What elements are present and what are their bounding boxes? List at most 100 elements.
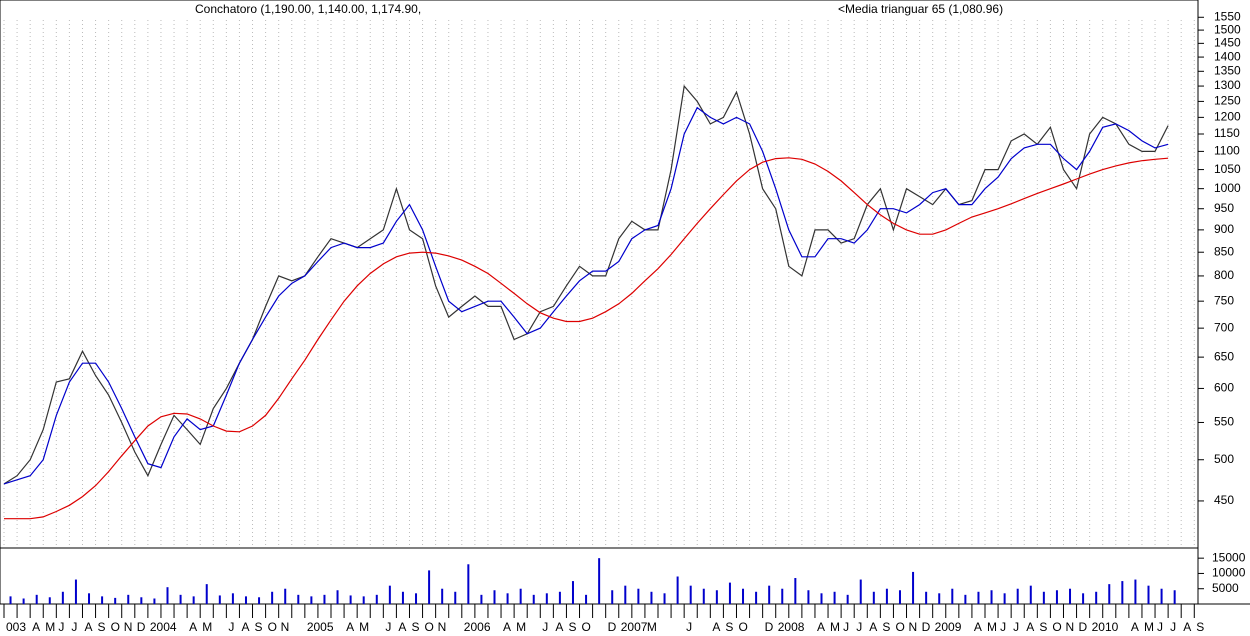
y-tick-label: 650 <box>1214 349 1234 363</box>
volume-bar <box>1108 584 1111 604</box>
x-tick-label: 2006 <box>464 620 491 634</box>
volume-bar <box>349 595 352 604</box>
x-tick-label: N <box>281 620 290 634</box>
x-tick-label: D <box>137 620 146 634</box>
volume-bar <box>48 597 51 604</box>
volume-bar <box>1016 588 1019 604</box>
volume-bar <box>401 591 404 604</box>
volume-bar <box>493 590 496 604</box>
volume-bar <box>912 571 915 604</box>
y-tick-label: 1500 <box>1214 22 1241 36</box>
volume-bar <box>506 593 509 604</box>
volume-bar <box>1055 590 1058 604</box>
volume-bar <box>310 596 313 604</box>
y-tick-label: 1200 <box>1214 110 1241 124</box>
volume-bar <box>859 579 862 604</box>
x-tick-label: A <box>84 620 92 634</box>
y-tick-label: 800 <box>1214 268 1234 282</box>
x-tick-label: M <box>987 620 997 634</box>
volume-bar <box>689 585 692 604</box>
x-tick-label: J <box>1157 620 1163 634</box>
volume-bar <box>532 594 535 604</box>
y-tick-label: 5000 <box>1212 581 1239 595</box>
x-tick-label: M <box>359 620 369 634</box>
volume-bar <box>676 576 679 604</box>
x-tick-label: S <box>725 620 733 634</box>
volume-bar <box>833 591 836 604</box>
x-tick-label: A <box>1026 620 1034 634</box>
volume-bar <box>1029 585 1032 604</box>
x-tick-label: S <box>1039 620 1047 634</box>
volume-bar <box>755 591 758 604</box>
x-tick-label: N <box>909 620 918 634</box>
x-tick-label: A <box>241 620 249 634</box>
volume-bar <box>231 593 234 604</box>
x-tick-label: A <box>1131 620 1139 634</box>
y-tick-label: 850 <box>1214 244 1234 258</box>
volume-bar <box>9 596 12 604</box>
x-tick-label: 2007 <box>621 620 648 634</box>
x-tick-label: O <box>582 620 591 634</box>
volume-bar <box>611 590 614 604</box>
x-tick-label: J <box>542 620 548 634</box>
volume-bar <box>938 593 941 604</box>
volume-bar <box>898 590 901 604</box>
volume-bar <box>702 588 705 604</box>
volume-bar <box>781 588 784 604</box>
volume-bar <box>885 588 888 604</box>
volume-bar <box>336 590 339 604</box>
y-tick-label: 700 <box>1214 320 1234 334</box>
x-tick-label: J <box>1013 620 1019 634</box>
x-tick-label: A <box>817 620 825 634</box>
volume-bar <box>990 590 993 604</box>
y-tick-label: 1050 <box>1214 162 1241 176</box>
y-tick-label: 750 <box>1214 293 1234 307</box>
volume-bar <box>872 591 875 604</box>
x-tick-label: O <box>1052 620 1061 634</box>
x-tick-label: J <box>385 620 391 634</box>
x-tick-label: S <box>411 620 419 634</box>
y-tick-label: 450 <box>1214 493 1234 507</box>
x-tick-label: A <box>346 620 354 634</box>
x-tick-label: A <box>974 620 982 634</box>
volume-bar <box>1042 591 1045 604</box>
volume-bar <box>88 593 91 604</box>
volume-bar <box>323 594 326 604</box>
volume-bar <box>127 594 130 604</box>
x-tick-label: 2004 <box>150 620 177 634</box>
volume-bar <box>624 585 627 604</box>
x-tick-label: A <box>398 620 406 634</box>
x-tick-label: M <box>1144 620 1154 634</box>
volume-bar <box>258 597 261 604</box>
x-tick-label: N <box>438 620 447 634</box>
volume-bar <box>598 558 601 604</box>
volume-bar <box>284 588 287 604</box>
volume-bar <box>977 591 980 604</box>
x-tick-label: A <box>189 620 197 634</box>
chart-title: Conchatoro (1,190.00, 1,140.00, 1,174.90… <box>195 2 421 16</box>
volume-bar <box>179 594 182 604</box>
x-tick-label: M <box>516 620 526 634</box>
x-tick-label: 003 <box>6 620 26 634</box>
x-tick-label: J <box>686 620 692 634</box>
x-tick-label: A <box>555 620 563 634</box>
volume-bar <box>1121 581 1124 604</box>
x-tick-label: 2010 <box>1092 620 1119 634</box>
volume-bar <box>192 596 195 604</box>
volume-bar <box>728 582 731 604</box>
volume-bar <box>820 593 823 604</box>
volume-bar <box>153 598 156 604</box>
volume-bar <box>1003 593 1006 604</box>
x-tick-label: O <box>895 620 904 634</box>
volume-bar <box>715 590 718 604</box>
volume-bar <box>441 588 444 604</box>
x-tick-label: D <box>765 620 774 634</box>
y-tick-label: 950 <box>1214 201 1234 215</box>
x-tick-label: D <box>922 620 931 634</box>
volume-bar <box>1173 590 1176 604</box>
y-tick-label: 1300 <box>1214 78 1241 92</box>
x-tick-label: J <box>71 620 77 634</box>
volume-bar <box>637 588 640 604</box>
volume-bar <box>140 597 143 604</box>
